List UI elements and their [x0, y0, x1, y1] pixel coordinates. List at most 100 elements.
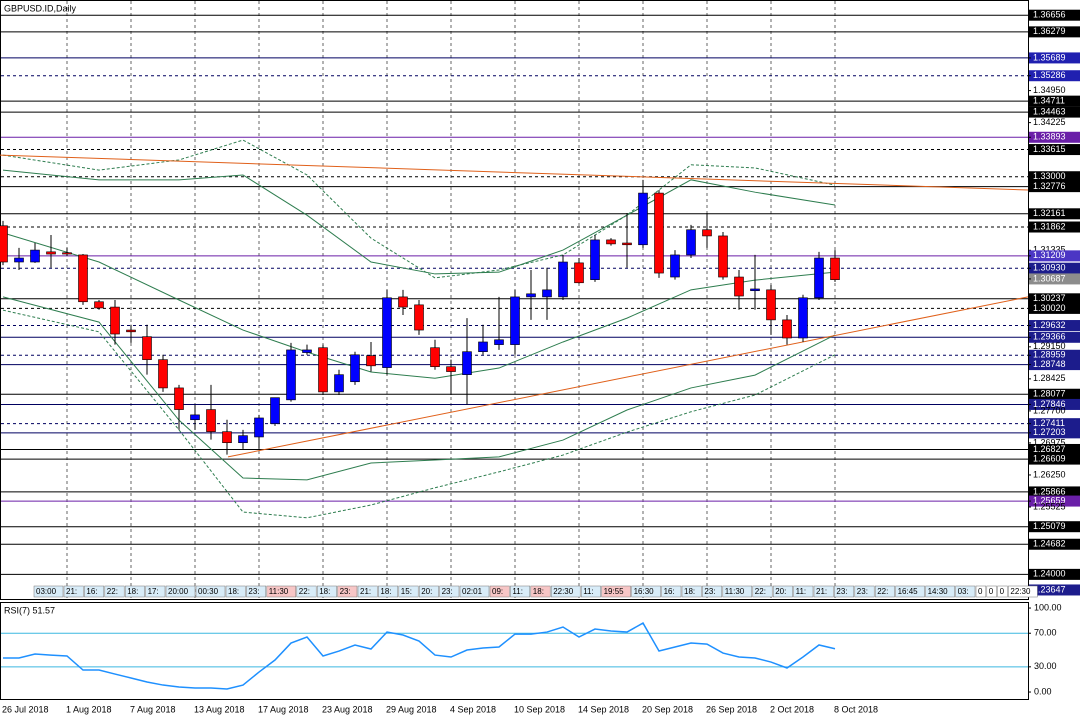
- price-label-box: [1029, 495, 1080, 507]
- candle-body: [542, 289, 552, 298]
- x-tick-label: 2 Oct 2018: [770, 704, 814, 714]
- time-box: [722, 585, 753, 598]
- candle-body: [398, 296, 408, 308]
- price-label-box: [1029, 302, 1080, 314]
- y-tick-label: 1.26609: [1033, 453, 1066, 463]
- indicator-line: [2, 232, 836, 379]
- y-tick-label: 1.27846: [1033, 399, 1066, 409]
- price-label-box: [1029, 26, 1080, 38]
- time-box: [357, 585, 378, 598]
- time-label: 11:: [583, 587, 594, 596]
- time-label: 20:: [775, 587, 786, 596]
- time-label: 03:00: [36, 587, 57, 596]
- time-box: [631, 585, 661, 598]
- price-label-box: [1029, 181, 1080, 193]
- indicator-line: [2, 169, 836, 275]
- time-box: [316, 585, 337, 598]
- candle-body: [46, 251, 56, 255]
- y-tick-label: 1.36279: [1033, 26, 1066, 36]
- time-label: 11:: [512, 587, 523, 596]
- y-tick-label: 70.00: [1034, 628, 1057, 638]
- y-tick-label: 1.33615: [1033, 144, 1066, 154]
- candle-body: [558, 261, 568, 298]
- time-box: [550, 585, 581, 598]
- candle-body: [366, 355, 376, 367]
- price-label-box: [1029, 250, 1080, 262]
- y-tick-label: 0.00: [1034, 686, 1052, 696]
- time-box: [601, 585, 631, 598]
- time-box: [813, 585, 834, 598]
- price-label-box: [1029, 418, 1080, 430]
- price-label-box: [1029, 568, 1080, 580]
- time-label: 22:30: [1010, 587, 1031, 596]
- time-label: 02:01: [462, 587, 483, 596]
- candle-body: [62, 252, 72, 255]
- candle-body: [318, 347, 328, 393]
- x-tick-label: 13 Aug 2018: [194, 704, 245, 714]
- time-box: [510, 585, 531, 598]
- price-label-box: [1029, 106, 1080, 118]
- candle-body: [174, 387, 184, 410]
- time-box: [104, 585, 125, 598]
- time-box: [1008, 585, 1038, 598]
- price-label-box: [1029, 131, 1080, 143]
- time-label: 23:: [836, 587, 847, 596]
- price-label-box: [1029, 293, 1080, 305]
- y-tick-label: 1.30237: [1033, 293, 1066, 303]
- time-label: 15:: [401, 587, 412, 596]
- y-tick-label: 1.25659: [1033, 495, 1066, 505]
- time-box: [225, 585, 246, 598]
- y-tick-label: 1.26250: [1033, 469, 1066, 479]
- y-tick-label: 1.35286: [1033, 70, 1066, 80]
- candle-body: [446, 366, 456, 372]
- candle-body: [462, 351, 472, 375]
- candle-body: [766, 289, 776, 321]
- x-tick-label: 7 Aug 2018: [130, 704, 176, 714]
- candle-body: [414, 304, 424, 331]
- time-label: 21:: [360, 587, 371, 596]
- x-tick-label: 26 Jul 2018: [2, 704, 49, 714]
- time-box: [266, 585, 297, 598]
- candle-body: [270, 397, 280, 425]
- price-label-box: [1029, 349, 1080, 361]
- time-box: [702, 585, 723, 598]
- y-tick-label: 1.34950: [1033, 85, 1066, 95]
- y-tick-label: 1.31862: [1033, 221, 1066, 231]
- y-tick-label: 1.31335: [1033, 245, 1066, 255]
- y-tick-label: 1.28425: [1033, 373, 1066, 383]
- time-box: [997, 585, 1008, 598]
- time-box: [378, 585, 399, 598]
- price-label-box: [1029, 208, 1080, 220]
- rsi-line: [3, 622, 836, 690]
- candle-body: [254, 417, 264, 438]
- price-label-box: [1029, 584, 1080, 596]
- time-label: 0: [989, 587, 994, 596]
- y-tick-label: 1.27203: [1033, 427, 1066, 437]
- y-tick-label: 1.33893: [1033, 132, 1066, 142]
- time-label: 16:: [664, 587, 675, 596]
- candle-body: [126, 329, 136, 333]
- candle-body: [686, 229, 696, 256]
- x-tick-label: 17 Aug 2018: [258, 704, 309, 714]
- time-box: [580, 585, 601, 598]
- y-tick-label: 30.00: [1034, 661, 1057, 671]
- time-label: 18:: [533, 587, 544, 596]
- time-label: 11:: [796, 587, 807, 596]
- rsi-pane: [0, 602, 1029, 700]
- price-label-box: [1029, 453, 1080, 465]
- y-tick-label: 1.32161: [1033, 208, 1066, 218]
- price-label-box: [1029, 221, 1080, 233]
- candle-body: [222, 431, 232, 444]
- y-tick-label: 1.34463: [1033, 106, 1066, 116]
- time-box: [145, 585, 166, 598]
- price-label-box: [1029, 262, 1080, 274]
- candle-body: [830, 257, 840, 280]
- candle-body: [670, 254, 680, 278]
- time-label: 0: [1000, 587, 1005, 596]
- y-tick-label: 1.28959: [1033, 350, 1066, 360]
- candle-body: [622, 242, 632, 246]
- time-box: [398, 585, 419, 598]
- time-box: [165, 585, 196, 598]
- candle-body: [190, 414, 200, 421]
- y-tick-label: 1.26975: [1033, 437, 1066, 447]
